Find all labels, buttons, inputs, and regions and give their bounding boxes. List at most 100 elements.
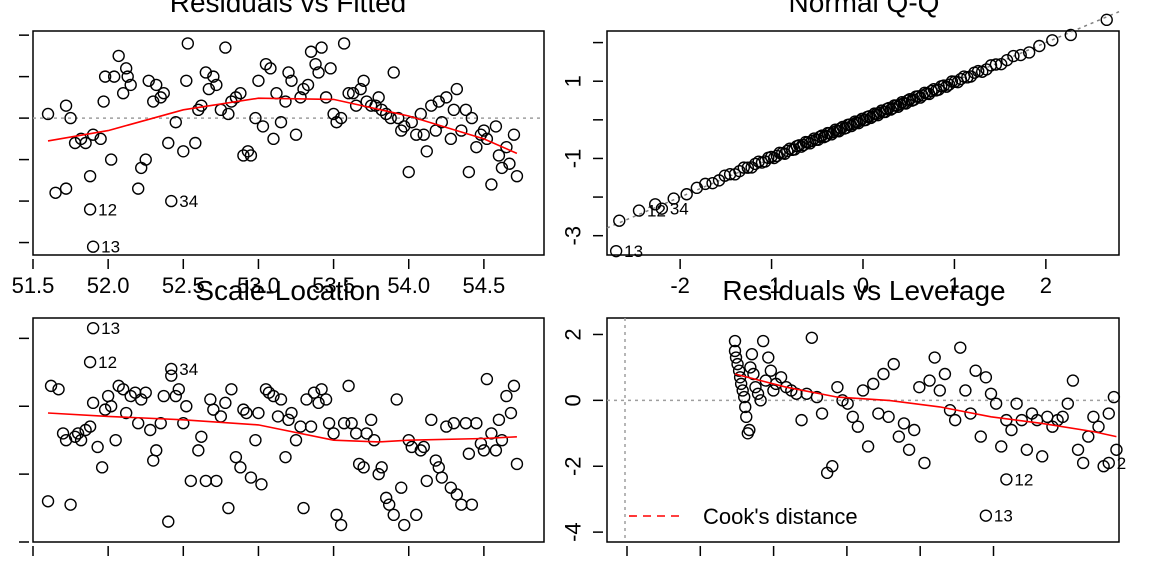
data-point [135,161,148,175]
data-point [440,91,453,104]
data-point [315,383,328,396]
data-point [86,396,100,410]
data-point [135,393,148,406]
data-point [762,351,775,364]
data-point [289,433,303,447]
data-point [104,153,118,166]
data-point [345,417,358,430]
data-point [214,410,228,423]
data-point [294,91,307,104]
data-point [392,111,405,125]
data-point [892,430,906,443]
data-point [104,400,118,413]
data-point [1087,410,1100,424]
y-tick-label: -4 [561,522,586,542]
data-point [741,161,754,174]
point-label: 12 [98,353,117,372]
data-point [177,417,190,430]
point-label: 13 [101,319,120,338]
data-point [177,145,190,158]
data-point [879,105,892,119]
data-point [923,374,936,387]
data-point [504,406,518,420]
data-point [322,417,336,430]
data-point [1010,397,1023,410]
data-point [56,427,70,440]
data-point [897,417,911,430]
data-point [49,186,62,199]
x-tick-label: 54.5 [462,273,505,298]
y-tick-label: -3 [561,226,586,246]
data-point [74,132,88,146]
data-point [195,430,208,443]
data-point [312,66,325,79]
data-point [887,357,900,371]
data-point [1000,53,1014,67]
data-point [157,87,170,100]
data-point [979,371,993,384]
data-point [1022,46,1036,59]
data-point [71,427,85,440]
data-point [734,377,748,391]
data-point [271,410,285,423]
smooth-line [47,412,517,443]
x-tick-label: 52.5 [162,273,205,298]
data-point [667,192,680,205]
data-point [699,177,712,191]
data-point [270,87,283,100]
data-point [98,403,112,416]
point-label: 13 [101,238,120,257]
data-point [613,214,626,227]
data-point [444,481,458,494]
data-point [330,116,343,129]
data-point [342,87,355,100]
x-tick-label: 2 [1040,273,1052,298]
data-point [59,99,73,112]
data-point [877,367,890,381]
labeled-point [1000,473,1013,486]
data-point [219,396,232,410]
legend-label: Cook's distance [703,504,858,529]
data-point [737,161,750,174]
x-tick-label: 53.0 [237,273,280,298]
data-point [59,182,73,195]
point-label: 34 [179,192,198,211]
data-point [728,334,742,348]
data-point [1076,456,1090,470]
y-tick-label: -2 [561,456,586,476]
data-point [324,62,337,75]
data-point [119,62,133,75]
data-point [189,136,202,150]
data-point [180,400,193,413]
data-point [886,102,899,115]
data-point [101,389,115,403]
data-point [901,94,915,107]
data-point [379,107,393,121]
data-point [83,420,97,433]
data-point [327,427,340,440]
data-point [756,334,770,348]
data-point [811,133,825,147]
panel-title: Residuals vs Leverage [722,275,1005,306]
data-point [790,387,803,400]
data-point [414,444,427,457]
data-point [743,423,756,437]
data-point [974,430,987,443]
data-point [289,128,303,141]
data-point [375,461,388,474]
data-point [480,372,494,386]
data-point [307,386,321,399]
data-point [300,393,313,406]
data-point [64,111,77,125]
data-point [279,95,292,108]
data-point [1014,48,1027,62]
data-point [492,149,506,162]
data-point [954,341,967,354]
data-point [364,99,378,112]
data-point [1046,34,1059,47]
data-point [989,58,1003,71]
data-point [826,460,839,473]
data-point [219,41,232,54]
